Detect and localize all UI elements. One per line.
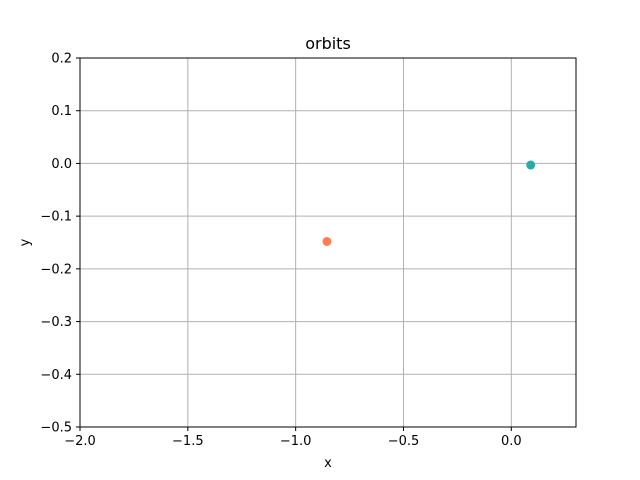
x-tick-label: −1.0 — [280, 434, 312, 449]
x-tick-label: 0.0 — [501, 434, 522, 449]
chart-title: orbits — [305, 34, 351, 53]
x-tick-label: −2.0 — [64, 434, 96, 449]
y-tick-label: −0.5 — [40, 421, 72, 436]
y-tick-label: 0.0 — [51, 157, 72, 172]
data-point — [322, 236, 332, 246]
x-axis-label: x — [324, 456, 332, 471]
y-tick-label: −0.3 — [40, 315, 72, 330]
x-tick-label: −1.5 — [172, 434, 204, 449]
data-point — [526, 160, 536, 170]
y-axis-label: y — [18, 238, 33, 246]
ticks: −2.0 −1.5 −1.0 −0.5 0.0 −0.5 −0.4 −0.3 −0.2 −0.1 0… — [40, 52, 521, 450]
y-tick-label: 0.1 — [51, 104, 72, 119]
y-tick-label: −0.2 — [40, 262, 72, 277]
y-tick-label: −0.4 — [40, 368, 72, 383]
plot-frame — [79, 57, 577, 428]
x-tick-label: −0.5 — [388, 434, 420, 449]
data-points — [322, 160, 536, 246]
y-tick-label: 0.2 — [51, 52, 72, 67]
y-tick-label: −0.1 — [40, 210, 72, 225]
